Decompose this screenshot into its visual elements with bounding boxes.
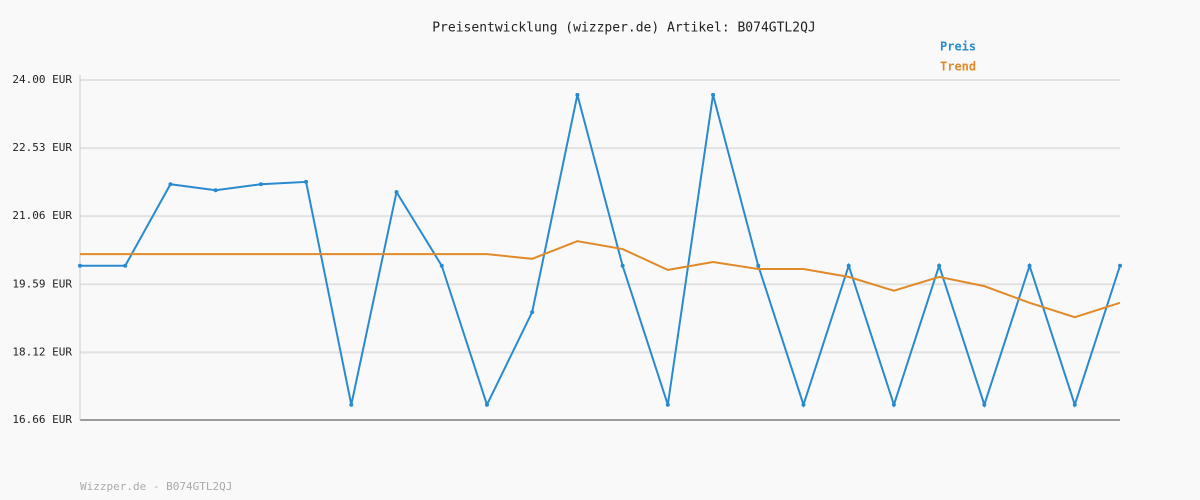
point [484,402,489,407]
point [168,182,173,187]
chart-title: Preisentwicklung (wizzper.de) Artikel: B… [432,21,816,36]
y-tick-label: 21.06 EUR [12,209,72,222]
point [349,402,354,407]
point [213,188,218,193]
point [846,263,851,268]
y-tick-label: 24.00 EUR [12,73,72,86]
point [123,263,128,268]
point [1027,263,1032,268]
point [620,263,625,268]
legend-label: Trend [940,60,976,74]
y-tick-label: 16.66 EUR [12,413,72,426]
point [530,310,535,315]
point [575,92,580,97]
point [394,190,399,195]
point [711,92,716,97]
point [801,402,806,407]
point [304,179,309,184]
y-tick-label: 18.12 EUR [12,345,72,358]
point [756,263,761,268]
series-line [80,94,1121,408]
y-tick-label: 22.53 EUR [12,141,72,154]
point [258,182,263,187]
footer: Wizzper.de - B074GTL2QJ [80,480,232,493]
point [982,402,987,407]
series-line [80,240,1121,319]
point [1118,263,1122,268]
legend-label: Preis [940,40,976,54]
point [78,263,82,268]
point [439,263,444,268]
point [1072,402,1077,407]
point [937,263,942,268]
point [891,402,896,407]
point [665,402,670,407]
y-tick-label: 19.59 EUR [12,277,72,290]
